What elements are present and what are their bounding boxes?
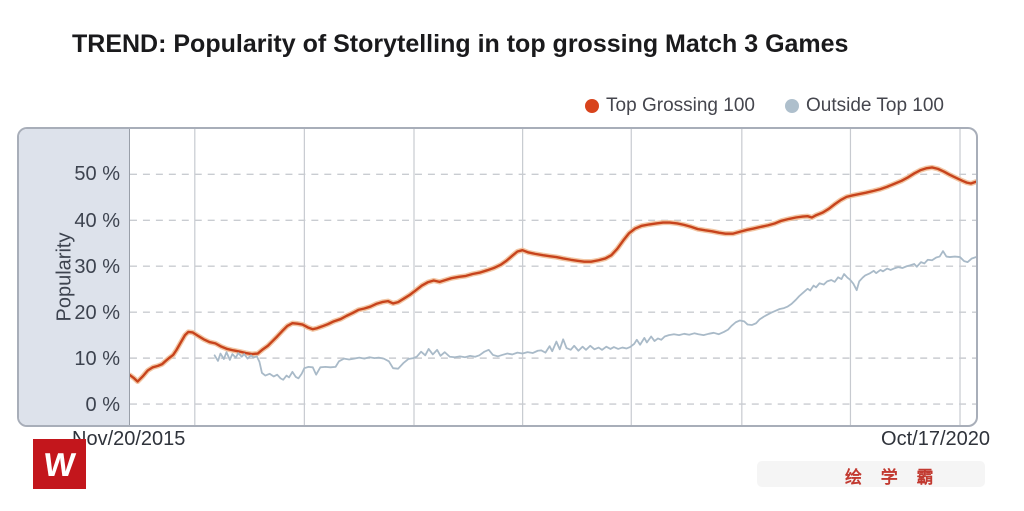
y-tick-10: 10 % — [74, 348, 120, 370]
y-tick-30: 30 % — [74, 256, 120, 278]
x-axis-start-date: Nov/20/2015 — [72, 428, 186, 450]
watermark-logo-icon: W — [33, 439, 86, 489]
y-tick-50: 50 % — [74, 163, 120, 185]
chart-title: TREND: Popularity of Storytelling in top… — [72, 30, 849, 58]
watermark-band — [757, 461, 985, 487]
plot-area — [130, 129, 976, 425]
x-axis-end-date: Oct/17/2020 — [881, 428, 990, 450]
y-tick-40: 40 % — [74, 210, 120, 232]
top-grossing-100-dot-icon — [585, 99, 600, 113]
legend-label: Outside Top 100 — [805, 95, 944, 116]
logo-letter: W — [41, 445, 78, 483]
outside-top-100-dot-icon — [784, 99, 799, 113]
legend-item-outside-top-100: Outside Top 100 — [784, 95, 944, 117]
watermark-cn-text: 绘 学 霸 — [845, 468, 941, 487]
y-tick-0: 0 % — [85, 394, 120, 416]
chart-frame: Popularity 50 % 40 % 30 % 20 % 10 % 0 % — [17, 127, 978, 427]
y-axis-panel: Popularity 50 % 40 % 30 % 20 % 10 % 0 % — [19, 129, 130, 425]
legend: Top Grossing 100 Outside Top 100 — [585, 95, 944, 117]
legend-item-top-grossing-100: Top Grossing 100 — [585, 95, 755, 117]
legend-label: Top Grossing 100 — [606, 95, 755, 116]
trend-lines-chart — [130, 129, 976, 425]
y-axis-title: Popularity — [53, 232, 76, 322]
y-tick-20: 20 % — [74, 302, 120, 324]
